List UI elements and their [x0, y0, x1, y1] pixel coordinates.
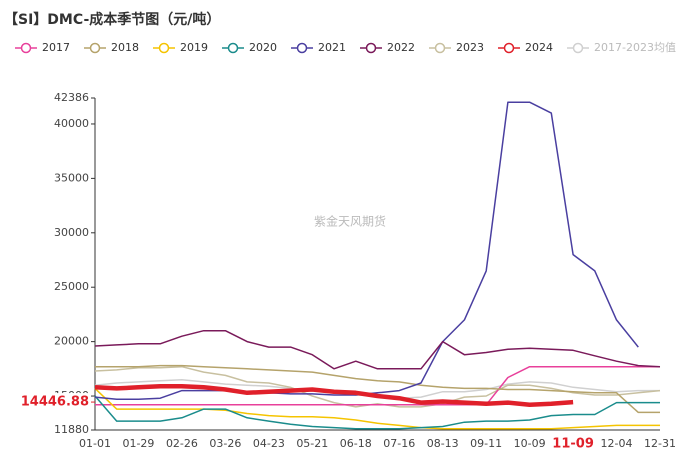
y-tick-label: 42386 — [54, 91, 89, 104]
y-tick-label: 25000 — [54, 280, 89, 293]
x-pointer-label: 11-09 — [552, 437, 594, 452]
legend-marker — [296, 42, 308, 54]
y-tick-label: 40000 — [54, 117, 89, 130]
legend-text: 2022 — [387, 41, 415, 54]
legend-text: 2019 — [180, 41, 208, 54]
series-line — [95, 364, 660, 414]
y-tick-label: 11880 — [54, 423, 89, 436]
legend-marker — [572, 42, 584, 54]
y-tick-label: 35000 — [54, 171, 89, 184]
x-tick-label: 05-21 — [296, 437, 328, 450]
y-pointer-box — [18, 393, 91, 412]
legend-marker — [434, 42, 446, 54]
legend-text: 2023 — [456, 41, 484, 54]
x-tick-label: 12-31 — [644, 437, 676, 450]
y-tick-label: 20000 — [54, 335, 89, 348]
watermark: 紫金天风期货 — [314, 214, 386, 229]
legend-text: 2021 — [318, 41, 346, 54]
x-tick-label: 10-09 — [514, 437, 546, 450]
x-tick-label: 12-04 — [601, 437, 633, 450]
legend-text: 2018 — [111, 41, 139, 54]
x-tick-label: 07-16 — [383, 437, 415, 450]
x-tick-label: 06-18 — [340, 437, 372, 450]
x-tick-label: 03-26 — [209, 437, 241, 450]
series-line — [94, 101, 639, 401]
x-tick-label: 01-29 — [122, 437, 154, 450]
legend-text: 2024 — [525, 41, 553, 54]
legend-text: 2017-2023均值 — [594, 41, 676, 54]
legend-marker — [503, 42, 515, 54]
legend-marker — [227, 42, 239, 54]
series-line — [95, 365, 660, 406]
legend-marker — [158, 42, 170, 54]
x-tick-label: 08-13 — [427, 437, 459, 450]
legend-marker — [89, 42, 101, 54]
x-tick-label: 02-26 — [166, 437, 198, 450]
legend-marker — [20, 42, 32, 54]
chart-title: 【SI】DMC-成本季节图（元/吨） — [4, 11, 220, 28]
series-line — [94, 387, 660, 430]
legend-marker — [365, 42, 377, 54]
series-line — [94, 383, 574, 408]
series-line — [94, 395, 660, 430]
y-pointer-label: 14446.88 — [21, 395, 89, 410]
x-tick-label: 09-11 — [470, 437, 502, 450]
y-tick-label: 30000 — [54, 226, 89, 239]
series-line — [94, 329, 661, 370]
x-tick-label: 01-01 — [79, 437, 111, 450]
legend-text: 2020 — [249, 41, 277, 54]
x-pointer-box — [549, 435, 598, 453]
legend-text: 2017 — [42, 41, 70, 54]
x-tick-label: 04-23 — [253, 437, 285, 450]
